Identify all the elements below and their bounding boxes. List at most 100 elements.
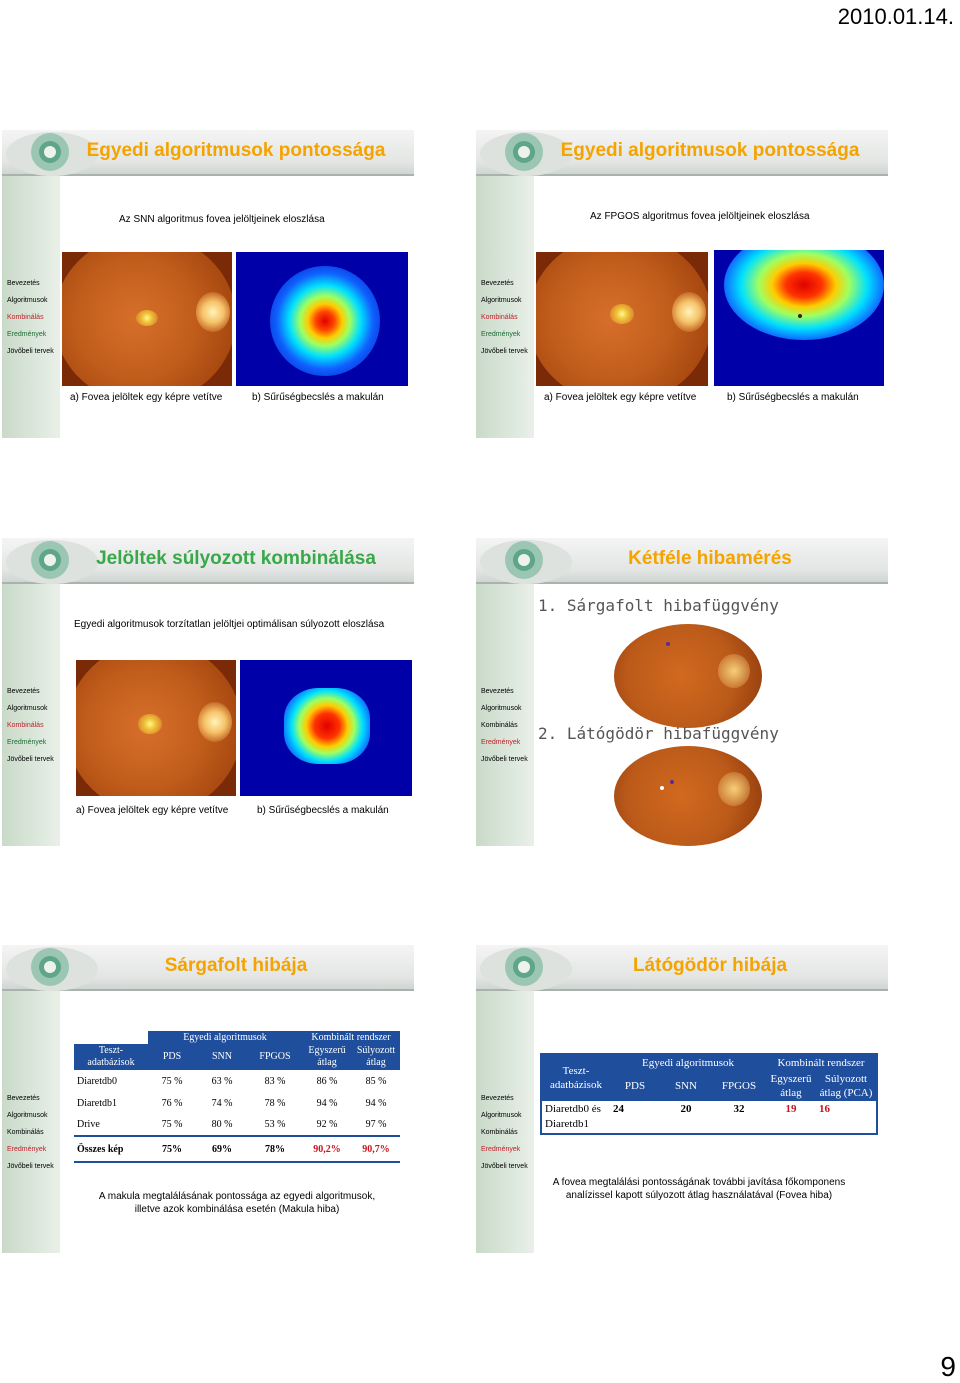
nav-item-algoritmusok[interactable]: Algoritmusok [7, 297, 48, 304]
eye-logo-icon [6, 132, 98, 176]
eye-logo-icon [480, 540, 572, 584]
caption-b: b) Sűrűségbecslés a makulán [727, 392, 859, 403]
cell: 63 % [211, 1075, 233, 1087]
slide-snn-accuracy: Egyedi algoritmusok pontossága Bevezetés… [2, 130, 414, 438]
nav-item-kombinalas[interactable]: Kombinálás [7, 314, 44, 321]
row-db-1: Diaretdb0 és [545, 1103, 601, 1115]
density-heatmap [236, 252, 408, 386]
table-group-header: Egyedi algoritmusok Kombinált rendszer [74, 1031, 400, 1044]
fundus-macula-error-image [614, 624, 762, 728]
table-note: A makula megtalálásának pontossága az eg… [72, 1190, 402, 1216]
nav-item-jovobeli-tervek[interactable]: Jövőbeli tervek [481, 756, 528, 763]
nav-item-jovobeli-tervek[interactable]: Jövőbeli tervek [7, 348, 54, 355]
nav-item-bevezetes[interactable]: Bevezetés [7, 1095, 40, 1102]
col-simple-1: Egyszerű [308, 1045, 346, 1056]
fundus-candidates-image [76, 660, 236, 796]
slide-title: Sárgafolt hibája [164, 955, 308, 976]
nav-item-bevezetes[interactable]: Bevezetés [7, 280, 40, 287]
cell: 92 % [316, 1119, 338, 1130]
table-row: Diaretdb0 és Diaretdb1 24 20 32 19 16 [541, 1101, 877, 1134]
col-weighted-2: átlag [366, 1057, 386, 1068]
header-divider [476, 174, 888, 176]
density-heatmap [240, 660, 412, 796]
caption-b: b) Sűrűségbecslés a makulán [257, 805, 389, 816]
nav-item-eredmenyek[interactable]: Eredmények [481, 1146, 521, 1153]
nav-item-algoritmusok[interactable]: Algoritmusok [481, 705, 522, 712]
nav-item-jovobeli-tervek[interactable]: Jövőbeli tervek [7, 756, 54, 763]
col-pds: PDS [624, 1080, 646, 1092]
nav-item-jovobeli-tervek[interactable]: Jövőbeli tervek [481, 348, 528, 355]
nav-item-algoritmusok[interactable]: Algoritmusok [7, 705, 48, 712]
nav-sidebar: Bevezetés Algoritmusok Kombinálás Eredmé… [2, 584, 60, 846]
nav-item-eredmenyek[interactable]: Eredmények [481, 331, 521, 338]
row-db-2: Diaretdb1 [545, 1118, 589, 1130]
note-line-2: analízissel kapott súlyozott átlag haszn… [565, 1190, 833, 1201]
cell: 85 % [365, 1075, 387, 1087]
nav-item-eredmenyek[interactable]: Eredmények [7, 331, 47, 338]
nav-item-eredmenyek[interactable]: Eredmények [481, 739, 521, 746]
slide-title: Egyedi algoritmusok pontossága [86, 140, 386, 161]
nav-item-algoritmusok[interactable]: Algoritmusok [481, 1112, 522, 1119]
col-db-2: adatbázisok [87, 1057, 135, 1068]
slide-macula-error: Sárgafolt hibája Bevezetés Algoritmusok … [2, 945, 414, 1253]
caption-a: a) Fovea jelöltek egy képre vetítve [70, 392, 223, 403]
nav-sidebar: Bevezetés Algoritmusok Kombinálás Eredmé… [2, 176, 60, 438]
table-row: Drive 75 % 80 % 53 % 92 % 97 % [74, 1114, 400, 1136]
cell: 74 % [211, 1097, 233, 1109]
table-header-row: Teszt-adatbázisok PDS SNN FPGOS Egyszerű… [74, 1044, 400, 1070]
header-divider [476, 582, 888, 584]
cell: 53 % [264, 1119, 286, 1130]
col-pds: PDS [162, 1051, 182, 1062]
row-db: Drive [77, 1119, 100, 1130]
group-individual: Egyedi algoritmusok [642, 1057, 734, 1069]
col-weighted-2: átlag (PCA) [819, 1087, 873, 1099]
nav-item-bevezetes[interactable]: Bevezetés [481, 1095, 514, 1102]
slide-fovea-error: Látógödör hibája Bevezetés Algoritmusok … [476, 945, 888, 1253]
header-divider [2, 989, 414, 991]
page-number: 9 [940, 1351, 956, 1382]
col-db-2: adatbázisok [550, 1079, 602, 1091]
cell: 75 % [161, 1075, 183, 1087]
caption-a: a) Fovea jelöltek egy képre vetítve [76, 805, 229, 816]
col-simple-1: Egyszerű [770, 1073, 812, 1085]
nav-item-algoritmusok[interactable]: Algoritmusok [481, 297, 522, 304]
nav-item-bevezetes[interactable]: Bevezetés [481, 280, 514, 287]
col-db-1: Teszt- [562, 1065, 590, 1077]
cell: 32 [733, 1103, 745, 1115]
header-divider [476, 989, 888, 991]
nav-item-bevezetes[interactable]: Bevezetés [481, 688, 514, 695]
cell: 75% [162, 1143, 182, 1155]
nav-item-eredmenyek[interactable]: Eredmények [7, 739, 47, 746]
nav-item-kombinalas[interactable]: Kombinálás [481, 722, 518, 729]
col-weighted-1: Súlyozott [356, 1045, 396, 1056]
eye-logo-icon [6, 947, 98, 991]
header-divider [2, 174, 414, 176]
group-individual: Egyedi algoritmusok [183, 1032, 267, 1043]
nav-item-kombinalas[interactable]: Kombinálás [7, 722, 44, 729]
cell: 20 [680, 1103, 692, 1115]
nav-item-kombinalas[interactable]: Kombinálás [7, 1129, 44, 1136]
table-header-row: Teszt-adatbázisok Egyedi algoritmusok Ko… [541, 1054, 877, 1091]
header-divider [2, 582, 414, 584]
nav-item-kombinalas[interactable]: Kombinálás [481, 314, 518, 321]
slide-subtitle: Az FPGOS algoritmus fovea jelöltjeinek e… [590, 211, 810, 222]
col-db-1: Teszt- [98, 1045, 124, 1056]
nav-item-jovobeli-tervek[interactable]: Jövőbeli tervek [7, 1163, 54, 1170]
nav-item-jovobeli-tervek[interactable]: Jövőbeli tervek [481, 1163, 528, 1170]
nav-item-eredmenyek[interactable]: Eredmények [7, 1146, 47, 1153]
table-row: Diaretdb1 76 % 74 % 78 % 94 % 94 % [74, 1092, 400, 1114]
error-item-fovea: 2. Látógödör hibafüggvény [538, 724, 779, 743]
nav-item-kombinalas[interactable]: Kombinálás [481, 1129, 518, 1136]
nav-item-algoritmusok[interactable]: Algoritmusok [7, 1112, 48, 1119]
slide-fpgos-accuracy: Egyedi algoritmusok pontossága Bevezetés… [476, 130, 888, 438]
nav-sidebar: Bevezetés Algoritmusok Kombinálás Eredmé… [476, 991, 534, 1253]
slide-title: Jelöltek súlyozott kombinálása [96, 548, 376, 569]
col-simple-2: átlag [780, 1087, 802, 1099]
cell: 16 [819, 1103, 830, 1115]
col-fpgos: FPGOS [721, 1080, 757, 1092]
col-snn: SNN [211, 1051, 232, 1062]
cell: 78 % [264, 1097, 286, 1109]
note-line-1: A makula megtalálásának pontossága az eg… [98, 1191, 376, 1202]
cell: 86 % [316, 1075, 338, 1087]
nav-item-bevezetes[interactable]: Bevezetés [7, 688, 40, 695]
